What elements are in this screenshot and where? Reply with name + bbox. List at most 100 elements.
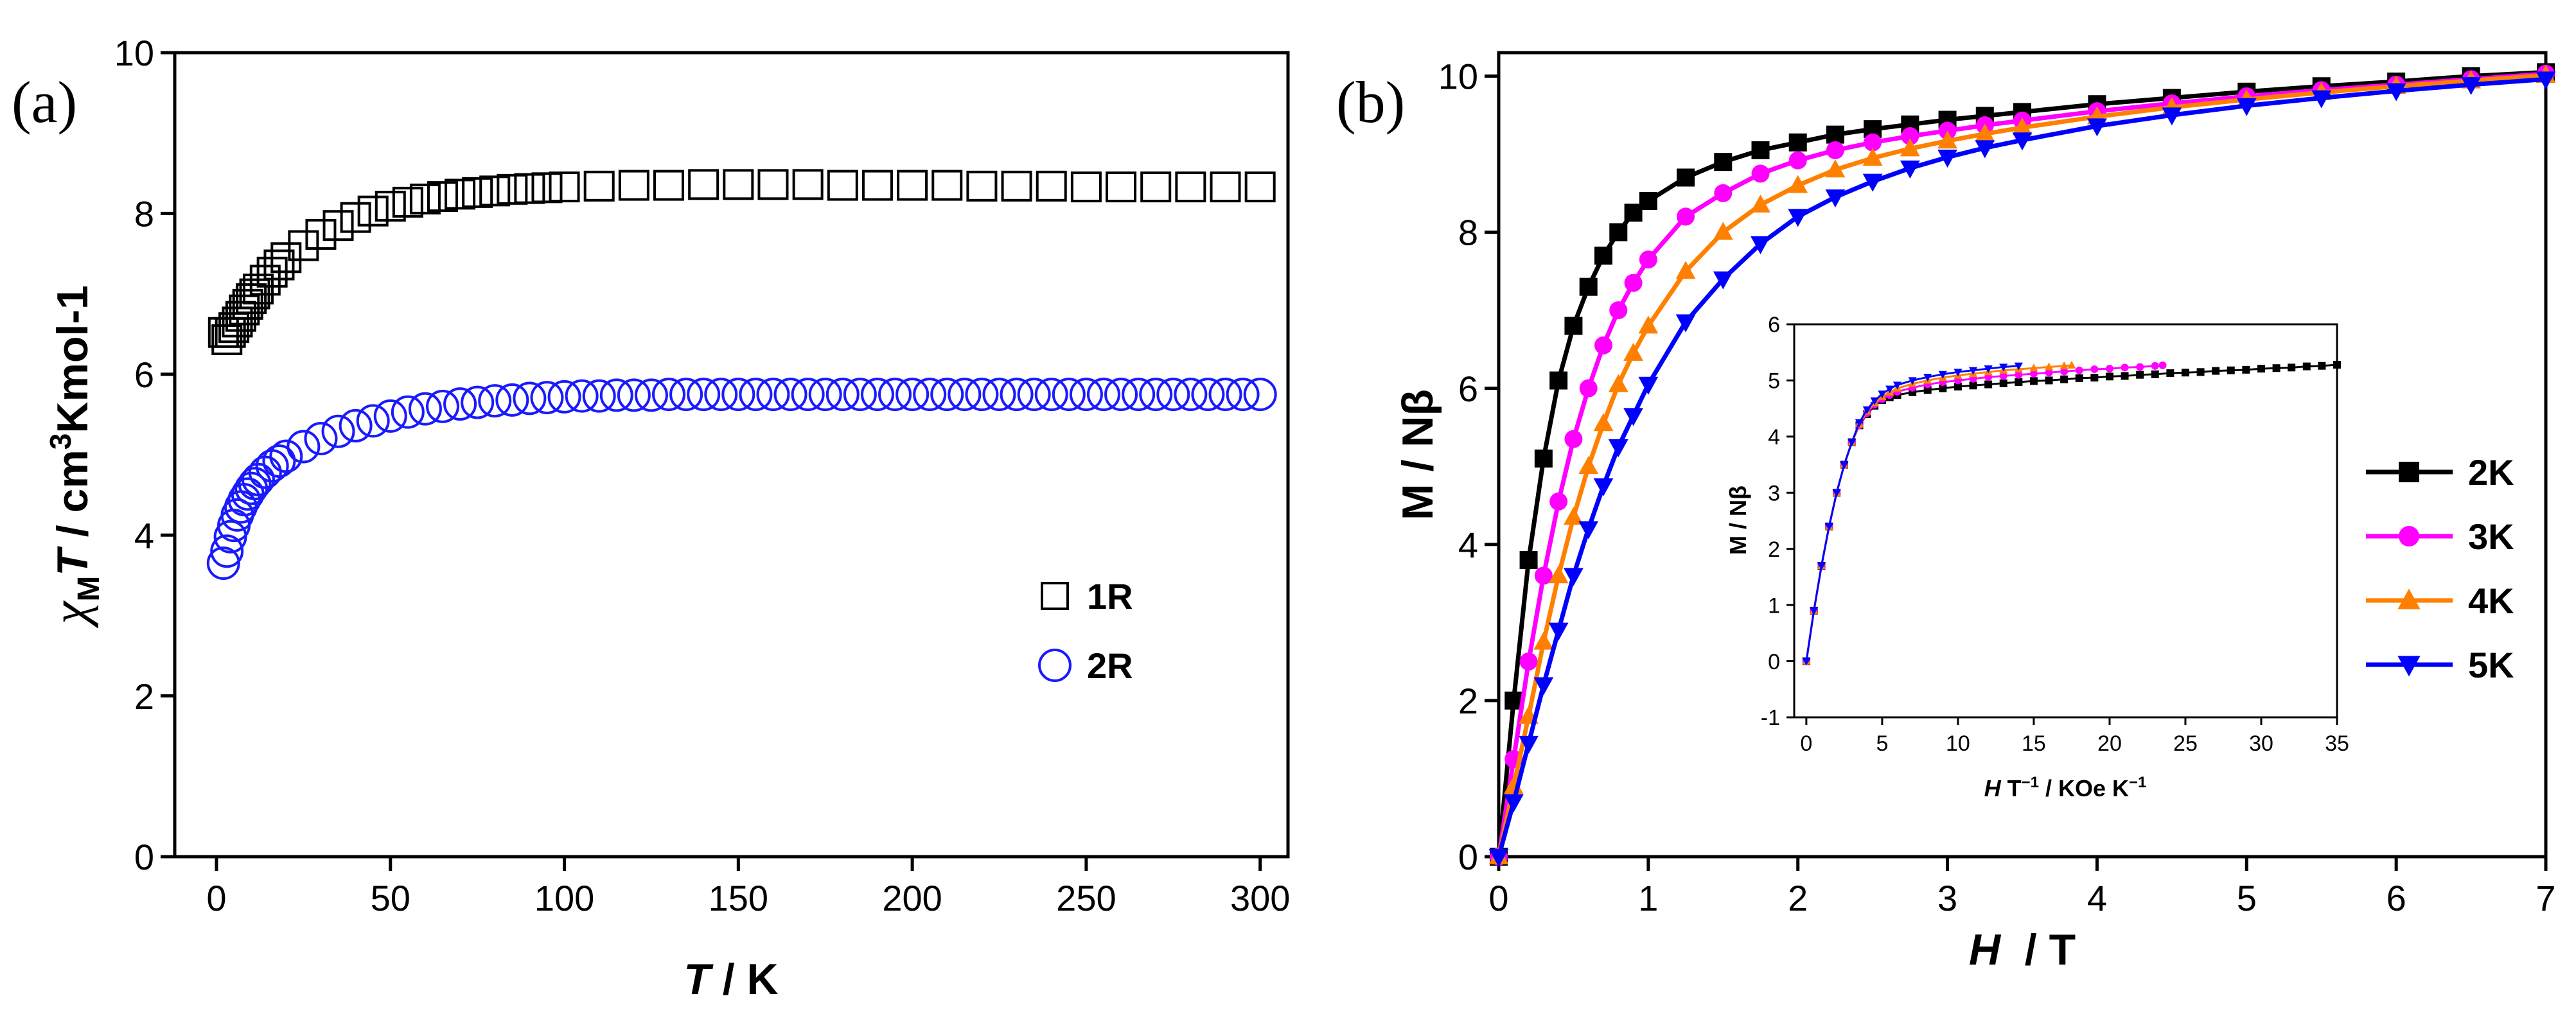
data-point-5K [1548, 622, 1569, 641]
data-point-2R [238, 467, 272, 501]
inset-point-5K [1802, 658, 1811, 666]
data-point-3K [1519, 652, 1538, 671]
panel-a-series [206, 169, 1277, 581]
data-point-1R [1140, 171, 1172, 203]
data-point-1R [427, 181, 459, 213]
inset-background [1794, 324, 2337, 717]
data-point-3K [1714, 184, 1733, 202]
x-tick-label: 300 [1230, 878, 1290, 918]
x-tick-label: 7 [2536, 878, 2555, 918]
data-point-3K [1901, 127, 1919, 146]
inset-point-2K [2272, 364, 2280, 372]
x-tick-label: 0 [1800, 731, 1812, 756]
panel-a-ticks: 0 50 100 150 200 250 300 0 2 4 6 8 10 [114, 33, 1291, 918]
data-point-2K [1677, 168, 1695, 187]
data-point-2R [1243, 378, 1277, 412]
data-point-2R [478, 384, 512, 418]
data-point-1R [497, 173, 528, 205]
data-point-1R [409, 183, 441, 214]
x-tick-label: 0 [1488, 878, 1508, 918]
data-point-2R [1122, 378, 1156, 412]
y-tick-label: -1 [1761, 706, 1780, 730]
data-point-2R [443, 387, 477, 421]
data-point-2R [304, 421, 338, 455]
inset-point-2K [2015, 378, 2023, 387]
inset-point-2K [2302, 362, 2311, 371]
inset-point-4K [2029, 363, 2038, 372]
data-point-2R [1052, 378, 1086, 412]
data-point-5K [2162, 107, 2182, 126]
data-point-2R [1017, 378, 1051, 412]
legend-label-4K: 4K [2468, 581, 2514, 621]
data-point-4K [1533, 631, 1554, 650]
data-point-1R [479, 175, 511, 207]
data-point-3K [1624, 274, 1643, 292]
data-point-2R [495, 383, 529, 417]
y-tick-label: 2 [134, 676, 154, 717]
data-point-2R [982, 378, 1016, 412]
inset-point-3K [2045, 369, 2053, 377]
data-point-3K [1549, 492, 1568, 511]
inset-xlabel: H T−1 / KOe K−1 [1984, 774, 2147, 801]
inset-point-5K [1855, 419, 1864, 427]
inset-point-5K [1848, 439, 1857, 447]
inset-point-3K [2136, 363, 2144, 371]
data-point-4K [2012, 117, 2033, 136]
data-point-2R [547, 380, 581, 414]
data-point-2K [1519, 551, 1538, 570]
data-point-2K [1594, 247, 1612, 265]
inset-point-2K [2060, 375, 2069, 383]
data-point-2K [1639, 191, 1657, 210]
legend-label-5K: 5K [2468, 645, 2514, 685]
data-point-4K [1713, 222, 1733, 240]
data-point-2R [1226, 378, 1260, 412]
data-point-2R [634, 378, 668, 412]
data-point-1R [357, 195, 389, 227]
data-point-2R [210, 534, 244, 568]
inset-point-2K [1923, 386, 1932, 394]
data-point-4K [1578, 456, 1599, 475]
data-point-1R [1001, 170, 1032, 202]
inset-point-5K [1954, 369, 1963, 377]
inset-point-3K [2121, 363, 2129, 372]
x-tick-label: 1 [1638, 878, 1658, 918]
data-point-5K [2536, 71, 2556, 90]
data-point-1R [375, 191, 406, 222]
data-point-2R [617, 378, 651, 412]
data-point-2R [206, 546, 240, 581]
data-point-2R [408, 392, 442, 426]
data-point-1R [1036, 170, 1067, 202]
data-point-1R [1210, 171, 1241, 203]
data-point-3K [1751, 164, 1770, 183]
data-point-2R [287, 430, 321, 464]
y-tick-label: 5 [1768, 369, 1780, 394]
data-point-5K [1533, 677, 1554, 695]
x-tick-label: 0 [206, 878, 226, 918]
inset-point-2K [1984, 380, 1993, 389]
inset-point-3K [2029, 369, 2038, 378]
inset-point-5K [1840, 461, 1849, 469]
data-point-4K [1788, 175, 1808, 193]
data-point-2R [1174, 378, 1208, 412]
data-point-5K [2087, 118, 2107, 137]
y-tick-label: 10 [114, 33, 154, 73]
inset-point-5K [1878, 390, 1887, 399]
data-point-1R [392, 186, 423, 218]
x-tick-label: 3 [1937, 878, 1957, 918]
inset-series [1802, 360, 2341, 666]
data-point-2R [825, 378, 860, 412]
y-tick-label: 0 [1458, 837, 1478, 877]
data-point-4K [1638, 315, 1659, 334]
data-point-1R [861, 170, 893, 201]
data-point-5K [1623, 408, 1643, 426]
data-point-5K [1975, 140, 1995, 159]
data-point-1R [1070, 171, 1102, 203]
data-point-2R [843, 378, 877, 412]
data-point-1R [827, 170, 858, 201]
x-tick-label: 15 [2022, 731, 2046, 756]
inset-point-2K [2288, 363, 2296, 372]
y-tick-label: 4 [134, 515, 154, 555]
data-point-2R [1034, 378, 1068, 412]
data-point-5K [1751, 236, 1770, 254]
